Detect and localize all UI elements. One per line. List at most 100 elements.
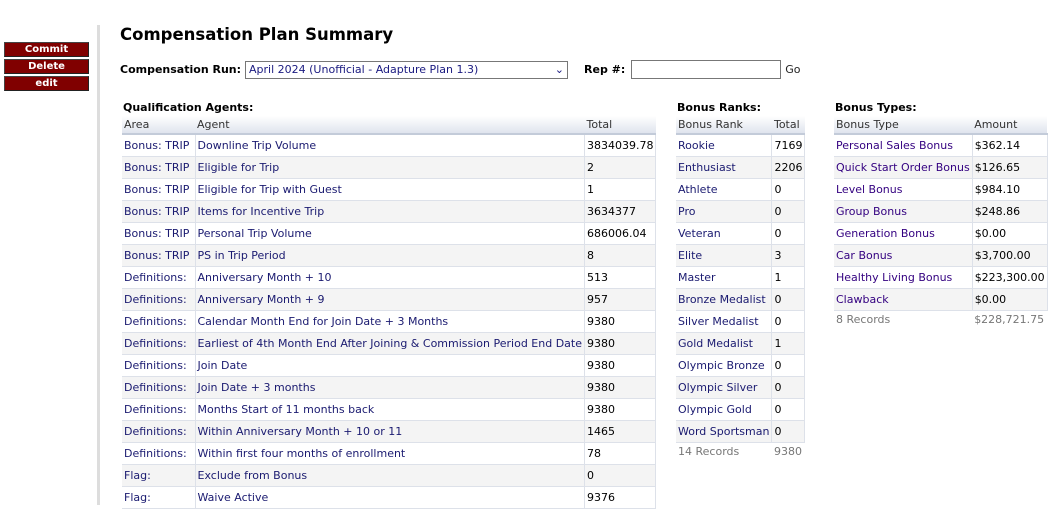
table-cell: 9376 xyxy=(584,486,657,509)
table-cell[interactable]: Personal Sales Bonus xyxy=(834,134,973,157)
table-row: Bonus: TRIP Items for Incentive Trip 36343… xyxy=(122,200,657,223)
table-cell: Personal Trip Volume xyxy=(195,222,585,245)
table-cell[interactable]: Generation Bonus xyxy=(834,222,973,245)
table-cell: Definitions: xyxy=(122,398,196,421)
table-cell: 78 xyxy=(584,442,657,465)
go-button[interactable]: Go xyxy=(785,63,801,76)
table-row: Pro 0 xyxy=(676,200,806,223)
table-footer: 14 Records 9380 xyxy=(676,441,805,460)
table-cell: 0 xyxy=(771,376,806,399)
table-row: Bonus: TRIP Eligible for Trip with Guest 1 xyxy=(122,178,657,201)
table-cell: 3634377 xyxy=(584,200,657,223)
table-row: Veteran 0 xyxy=(676,222,806,245)
table-cell: Olympic Bronze xyxy=(676,354,773,377)
table-row: Rookie 7169 xyxy=(676,134,806,157)
column-header[interactable]: Agent xyxy=(195,116,585,135)
table-cell: Enthusiast xyxy=(676,156,773,179)
table-cell[interactable]: Group Bonus xyxy=(834,200,973,223)
run-label: Compensation Run: xyxy=(120,63,242,76)
column-header[interactable]: Bonus Rank xyxy=(676,116,772,135)
table-row: Car Bonus $3,700.00 xyxy=(834,244,1048,267)
table-cell: Definitions: xyxy=(122,266,196,289)
table-row: Definitions: Anniversary Month + 9 957 xyxy=(122,288,657,311)
table-cell: Definitions: xyxy=(122,332,196,355)
section-title: Qualification Agents: xyxy=(123,101,254,114)
table-cell: 9380 xyxy=(584,376,657,399)
table-cell: 686006.04 xyxy=(584,222,657,245)
table-cell: Bonus: TRIP xyxy=(122,200,196,223)
column-header[interactable]: Amount xyxy=(972,116,1048,135)
table-cell: Master xyxy=(676,266,773,289)
table-cell: $126.65 xyxy=(972,156,1048,179)
table-cell: Veteran xyxy=(676,222,773,245)
table-cell: 9380 xyxy=(584,354,657,377)
table-cell[interactable]: Clawback xyxy=(834,288,973,311)
bonus-ranks-section: Bonus Ranks: Bonus Rank Total Rookie 7169 En… xyxy=(676,101,806,460)
run-filter: Compensation Run: April 2024 (Unofficial… xyxy=(120,60,801,79)
table-cell: 0 xyxy=(771,288,806,311)
sidebar-actions: Commit Delete edit xyxy=(4,42,89,93)
rep-number-input[interactable] xyxy=(631,60,782,79)
column-header[interactable]: Bonus Type xyxy=(834,116,973,135)
table-cell: 0 xyxy=(771,178,806,201)
table-cell: Definitions: xyxy=(122,354,196,377)
edit-button[interactable]: edit xyxy=(4,76,89,91)
table-cell: Word Sportsman xyxy=(676,420,773,443)
table-cell: $0.00 xyxy=(972,288,1048,311)
section-title: Bonus Ranks: xyxy=(677,101,761,114)
table-row: Olympic Bronze 0 xyxy=(676,354,806,377)
table-cell[interactable]: Car Bonus xyxy=(834,244,973,267)
table-cell[interactable]: Healthy Living Bonus xyxy=(834,266,973,289)
table-cell: 0 xyxy=(771,420,806,443)
table-cell: Elite xyxy=(676,244,773,267)
table-cell: Silver Medalist xyxy=(676,310,773,333)
table-cell: 2206 xyxy=(771,156,806,179)
table-cell: Bonus: TRIP xyxy=(122,134,196,157)
divider xyxy=(97,25,100,505)
compensation-run-select[interactable]: April 2024 (Unofficial - Adapture Plan 1… xyxy=(245,60,569,79)
table-cell[interactable]: Quick Start Order Bonus xyxy=(834,156,973,179)
column-header[interactable]: Total xyxy=(584,116,656,135)
table-row: Flag: Waive Active 9376 xyxy=(122,486,657,509)
table-cell: Earliest of 4th Month End After Joining … xyxy=(195,332,585,355)
table-row: Clawback $0.00 xyxy=(834,288,1048,311)
table-cell: Bronze Medalist xyxy=(676,288,773,311)
column-header[interactable]: Total xyxy=(771,116,805,135)
table-cell: Gold Medalist xyxy=(676,332,773,355)
table-cell: Definitions: xyxy=(122,310,196,333)
table-cell: 0 xyxy=(771,354,806,377)
table-row: Word Sportsman 0 xyxy=(676,420,806,443)
table-row: Flag: Exclude from Bonus 0 xyxy=(122,464,657,487)
delete-button[interactable]: Delete xyxy=(4,59,89,74)
commit-button[interactable]: Commit xyxy=(4,42,89,57)
table-cell: Olympic Gold xyxy=(676,398,773,421)
table-row: Definitions: Join Date 9380 xyxy=(122,354,657,377)
table-cell: $984.10 xyxy=(972,178,1048,201)
table-cell: Join Date + 3 months xyxy=(195,376,585,399)
table-cell: Flag: xyxy=(122,464,196,487)
table-row: Definitions: Within Anniversary Month + 1… xyxy=(122,420,657,443)
bonus-types-table: Bonus Type Amount Personal Sales Bonus $362… xyxy=(834,116,1048,328)
table-cell: 1 xyxy=(771,266,806,289)
page-title: Compensation Plan Summary xyxy=(120,25,394,44)
table-cell: 9380 xyxy=(584,310,657,333)
table-cell: $248.86 xyxy=(972,200,1048,223)
chevron-down-icon: ⌄ xyxy=(554,63,565,76)
table-row: Group Bonus $248.86 xyxy=(834,200,1048,223)
table-cell: Bonus: TRIP xyxy=(122,156,196,179)
table-cell: Items for Incentive Trip xyxy=(195,200,585,223)
table-cell: 513 xyxy=(584,266,657,289)
column-header[interactable]: Area xyxy=(122,116,195,135)
table-cell: Definitions: xyxy=(122,376,196,399)
table-cell: Definitions: xyxy=(122,420,196,443)
table-cell[interactable]: Level Bonus xyxy=(834,178,973,201)
qualification-agents-table: Area Agent Total Bonus: TRIP Downline Trip V… xyxy=(122,116,657,509)
table-row: Bronze Medalist 0 xyxy=(676,288,806,311)
table-row: Enthusiast 2206 xyxy=(676,156,806,179)
run-selected: April 2024 (Unofficial - Adapture Plan 1… xyxy=(249,63,479,76)
table-cell: $3,700.00 xyxy=(972,244,1048,267)
table-cell: Anniversary Month + 9 xyxy=(195,288,585,311)
section-title: Bonus Types: xyxy=(835,101,917,114)
table-cell: Eligible for Trip xyxy=(195,156,585,179)
table-row: Bonus: TRIP Personal Trip Volume 686006.04 xyxy=(122,222,657,245)
